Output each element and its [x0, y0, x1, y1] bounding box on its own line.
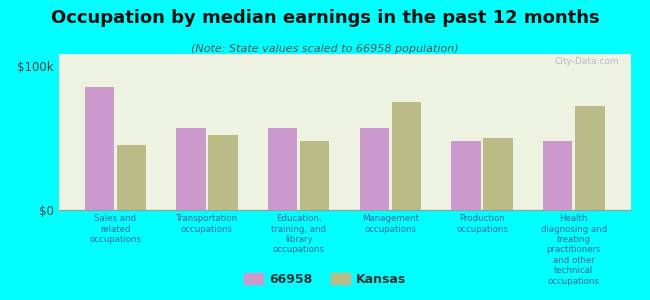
- Bar: [575, 106, 604, 210]
- Bar: [176, 128, 205, 210]
- Bar: [300, 141, 330, 210]
- Text: Occupation by median earnings in the past 12 months: Occupation by median earnings in the pas…: [51, 9, 599, 27]
- Bar: [451, 141, 481, 210]
- Legend: 66958, Kansas: 66958, Kansas: [239, 268, 411, 291]
- Bar: [116, 145, 146, 210]
- Bar: [484, 138, 513, 210]
- Bar: [543, 141, 573, 210]
- Bar: [268, 128, 297, 210]
- Bar: [392, 102, 421, 210]
- Bar: [208, 135, 238, 210]
- Text: (Note: State values scaled to 66958 population): (Note: State values scaled to 66958 popu…: [191, 44, 459, 53]
- Bar: [359, 128, 389, 210]
- Text: City-Data.com: City-Data.com: [554, 57, 619, 66]
- Bar: [84, 87, 114, 210]
